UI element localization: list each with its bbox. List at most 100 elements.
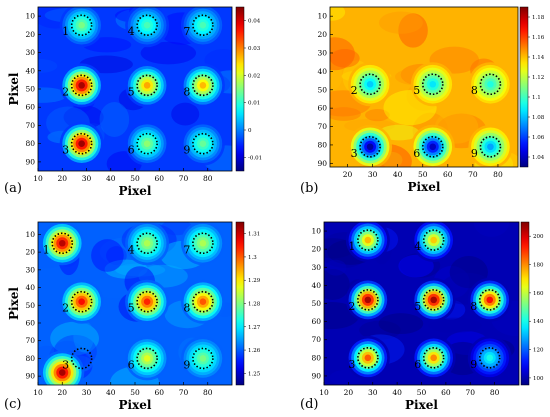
- data-blob: [366, 143, 374, 151]
- panel-a: 1 4 7 2 5 8 3 6 9 10 20 30 40 50 60 70 80 10 20 30 40 50 60 70 8…: [4, 6, 262, 198]
- marker-circle: [51, 232, 74, 255]
- colorbar-tick-label: 1.04: [532, 155, 545, 161]
- y-tick-label: 70: [317, 122, 327, 131]
- marker-circle: [479, 73, 502, 96]
- y-tick-label: 50: [25, 301, 35, 310]
- x-tick-label: 60: [443, 170, 453, 179]
- marker-circle: [136, 347, 158, 370]
- x-tick-label: 50: [130, 174, 140, 183]
- colorbar-tick-label: 1.27: [248, 325, 261, 331]
- y-tick-label: 30: [317, 48, 327, 57]
- colorbar-tick-label: 1.08: [532, 115, 545, 121]
- marker-label: 5: [128, 302, 135, 315]
- y-tick-label: 80: [311, 353, 321, 362]
- texture-patch: [324, 268, 350, 300]
- data-blob: [199, 355, 207, 362]
- data-blob: [366, 80, 374, 88]
- marker-label: 3: [351, 147, 358, 160]
- marker-circle: [192, 232, 214, 255]
- x-tick-label: 40: [392, 388, 402, 397]
- marker-label: 8: [183, 302, 190, 315]
- marker-label: 8: [183, 85, 190, 98]
- colorbar-tick-label: 0.01: [248, 101, 260, 107]
- marker-circle: [136, 14, 158, 37]
- y-tick-label: 90: [317, 159, 327, 168]
- data-blob: [430, 354, 437, 362]
- x-tick-label: 50: [130, 388, 140, 397]
- marker-label: 3: [62, 144, 69, 157]
- marker-label: 5: [128, 85, 135, 98]
- colorbar-tick-label: -0.01: [248, 155, 262, 161]
- data-blob: [143, 298, 151, 306]
- marker-circle: [192, 14, 214, 37]
- data-blob: [58, 369, 66, 376]
- marker-circle: [70, 347, 93, 370]
- marker-label: 9: [470, 358, 477, 371]
- y-tick-label: 40: [317, 67, 327, 76]
- colorbar-tick-label: 1.28: [248, 302, 261, 308]
- data-blob: [199, 82, 207, 89]
- x-tick-label: 50: [417, 388, 427, 397]
- y-axis-label: Pixel: [7, 287, 21, 320]
- y-tick-label: 40: [311, 281, 321, 290]
- colorbar-tick-label: 0: [248, 128, 252, 134]
- x-tick-label: 20: [57, 388, 67, 397]
- x-tick-label: 70: [468, 170, 478, 179]
- marker-circle: [136, 290, 158, 313]
- x-tick-label: 60: [154, 174, 164, 183]
- colorbar-tick-label: 1.1: [532, 95, 541, 101]
- texture-patch: [50, 321, 99, 356]
- marker-label: 6: [128, 144, 135, 157]
- data-blob: [429, 80, 437, 88]
- colorbar-tick-label: 1.06: [532, 135, 545, 141]
- texture-patch: [378, 313, 424, 335]
- y-tick-label: 60: [317, 104, 327, 113]
- y-tick-label: 70: [25, 336, 35, 345]
- x-axis-label: Pixel: [119, 398, 152, 412]
- x-axis-label: Pixel: [405, 398, 438, 412]
- texture-patch: [473, 222, 510, 237]
- x-tick-label: 80: [490, 388, 500, 397]
- heatmap-field: [330, 7, 518, 167]
- texture-patch: [63, 105, 104, 130]
- marker-label: 2: [348, 300, 355, 313]
- colorbar-tick-label: 1.29: [248, 278, 261, 284]
- data-blob: [143, 355, 151, 362]
- texture-patch: [359, 320, 401, 340]
- x-axis-label: Pixel: [408, 180, 441, 194]
- marker-label: 9: [183, 144, 190, 157]
- texture-patch: [38, 87, 68, 103]
- marker-label: 7: [183, 25, 190, 38]
- colorbar: [235, 221, 245, 386]
- marker-circle: [359, 73, 381, 96]
- plot-frame: [329, 6, 519, 168]
- texture-patch: [73, 320, 95, 353]
- marker-label: 6: [128, 358, 135, 371]
- marker-circle: [357, 347, 379, 369]
- colorbar-tick-label: 180: [533, 263, 544, 269]
- colorbar-tick-label: 1.3: [248, 255, 257, 261]
- marker-label: 6: [414, 358, 421, 371]
- heatmap-field: [38, 222, 232, 385]
- texture-patch: [104, 259, 148, 279]
- y-tick-label: 70: [311, 335, 321, 344]
- marker-circle: [359, 135, 381, 158]
- marker-label: 2: [62, 85, 69, 98]
- x-tick-label: 80: [493, 170, 503, 179]
- colorbar-tick-label: 1.12: [532, 75, 544, 81]
- x-tick-label: 80: [203, 388, 213, 397]
- panel-d: 1 4 2 5 8 3 6 9 10 20 30 40 50 60 70 80 10 20 30 40 50 60 70 80…: [300, 221, 544, 412]
- colorbar: [519, 6, 529, 168]
- marker-label: 5: [413, 84, 420, 97]
- y-tick-label: 80: [25, 354, 35, 363]
- colorbar-tick-label: 200: [533, 234, 544, 240]
- marker-label: 8: [471, 84, 478, 97]
- data-blob: [364, 296, 372, 304]
- y-tick-label: 80: [317, 140, 327, 149]
- data-blob: [143, 21, 151, 29]
- marker-label: 1: [43, 243, 50, 256]
- marker-circle: [136, 132, 158, 155]
- marker-label: 8: [470, 300, 477, 313]
- marker-circle: [422, 229, 445, 251]
- y-tick-label: 50: [317, 85, 327, 94]
